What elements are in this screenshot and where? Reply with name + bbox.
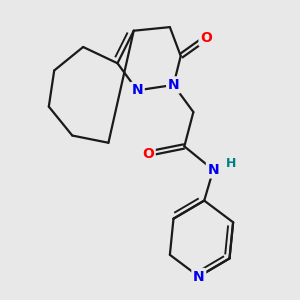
Text: O: O bbox=[200, 31, 212, 45]
Text: H: H bbox=[225, 157, 236, 170]
Text: N: N bbox=[131, 83, 143, 98]
Text: N: N bbox=[193, 269, 205, 284]
Text: O: O bbox=[142, 147, 154, 160]
Text: N: N bbox=[168, 78, 179, 92]
Text: N: N bbox=[207, 163, 219, 177]
